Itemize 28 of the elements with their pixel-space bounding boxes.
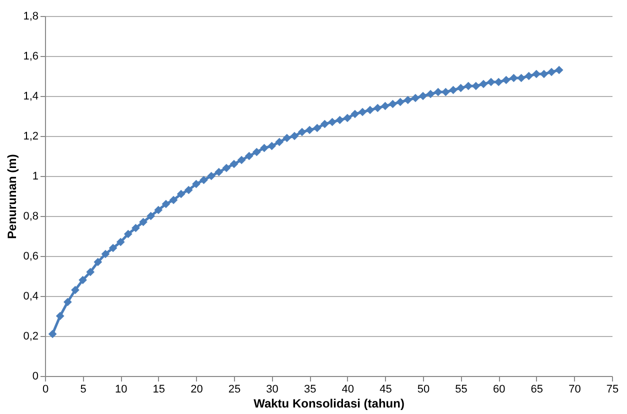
- x-tick-label: 55: [455, 384, 468, 396]
- y-tick-label: 0,4: [23, 290, 38, 302]
- x-axis-title: Waktu Konsolidasi (tahun): [254, 396, 404, 410]
- x-tick-label: 75: [606, 384, 619, 396]
- x-tick-label: 40: [342, 384, 354, 396]
- y-tick-label: 1,4: [23, 90, 38, 102]
- x-tick-label: 20: [190, 384, 203, 396]
- y-tick-label: 1,2: [23, 130, 38, 142]
- x-tick-label: 30: [266, 384, 278, 396]
- x-tick-label: 0: [42, 384, 49, 396]
- y-tick-label: 1,8: [23, 10, 38, 22]
- y-tick-label: 1: [32, 170, 38, 182]
- x-tick-label: 70: [568, 384, 581, 396]
- x-tick-label: 35: [304, 384, 316, 396]
- y-tick-label: 0,6: [23, 250, 38, 262]
- x-tick-label: 45: [380, 384, 392, 396]
- y-tick-label: 0: [32, 370, 38, 382]
- x-tick-label: 15: [152, 384, 166, 396]
- x-tick-label: 60: [492, 384, 506, 396]
- x-tick-label: 50: [417, 384, 430, 396]
- x-tick-label: 25: [228, 384, 241, 396]
- x-tick-label: 5: [80, 384, 86, 396]
- y-tick-label: 0,2: [23, 330, 38, 342]
- x-tick-label: 65: [530, 384, 544, 396]
- y-axis-title: Penurunan (m): [5, 154, 20, 239]
- x-tick-label: 10: [114, 384, 128, 396]
- y-tick-label: 0,8: [23, 210, 38, 222]
- y-tick-label: 1,6: [23, 50, 38, 62]
